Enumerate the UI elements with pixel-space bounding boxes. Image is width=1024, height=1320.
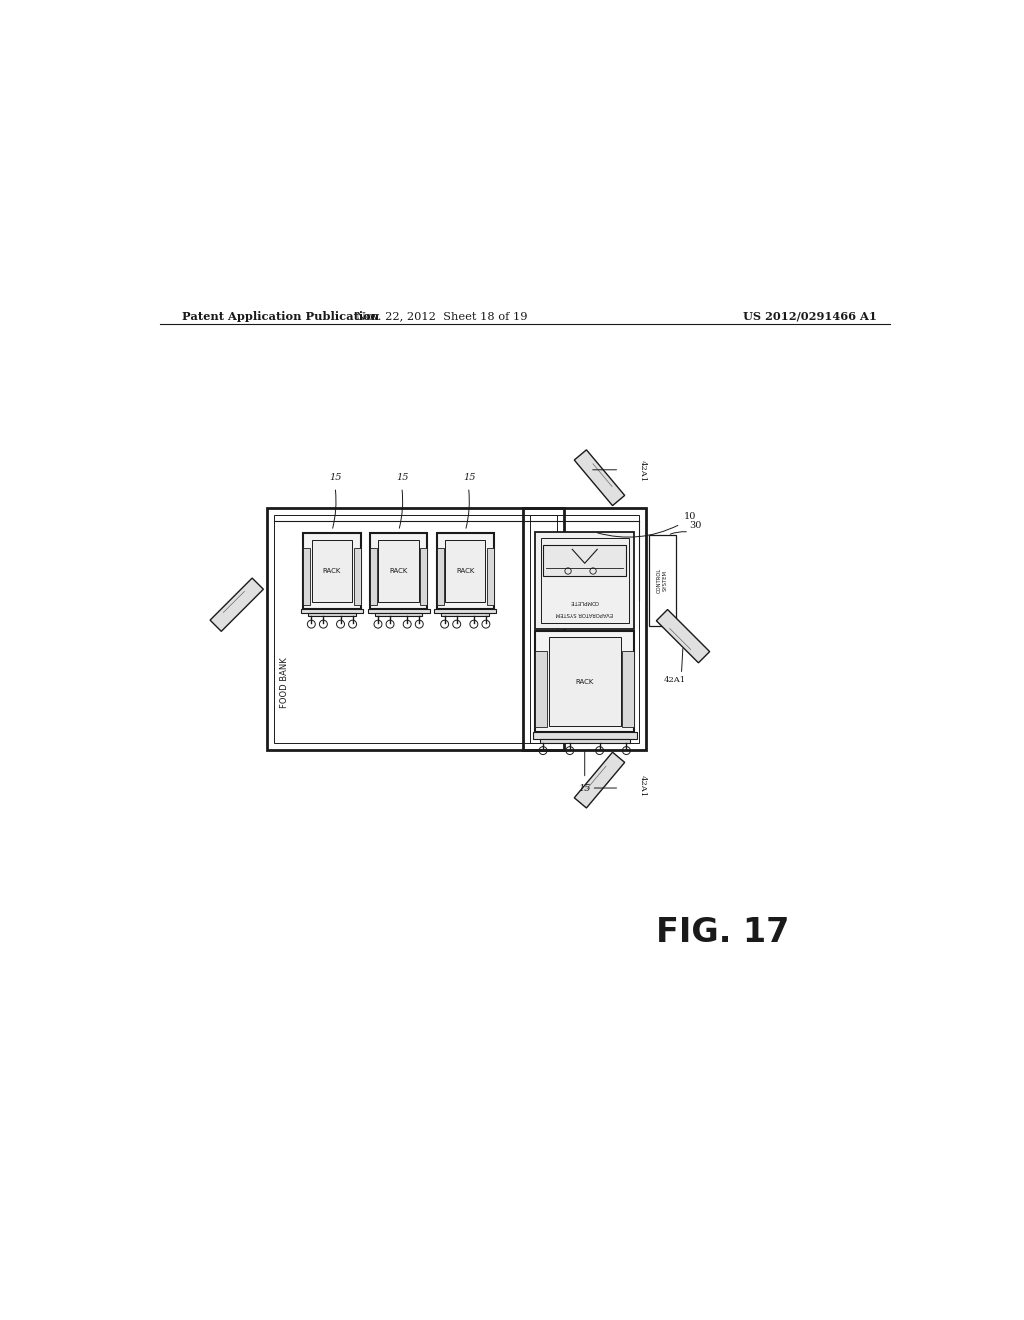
- Text: US 2012/0291466 A1: US 2012/0291466 A1: [743, 310, 877, 322]
- Bar: [445, 540, 485, 602]
- Bar: [375, 614, 423, 616]
- Bar: [267, 508, 564, 750]
- Bar: [434, 609, 497, 614]
- Text: RACK: RACK: [456, 568, 474, 574]
- Text: Patent Application Publication: Patent Application Publication: [182, 310, 379, 322]
- Bar: [532, 733, 637, 739]
- Bar: [487, 548, 494, 605]
- Bar: [420, 548, 427, 605]
- Bar: [308, 614, 355, 616]
- Text: RACK: RACK: [575, 678, 594, 685]
- Bar: [523, 508, 646, 750]
- Text: 15: 15: [330, 474, 342, 482]
- Text: EVAPORATOR SYSTEM: EVAPORATOR SYSTEM: [556, 611, 613, 616]
- Polygon shape: [574, 752, 625, 808]
- Text: RACK: RACK: [389, 568, 408, 574]
- Text: 15: 15: [463, 474, 475, 482]
- Bar: [303, 533, 360, 609]
- Polygon shape: [210, 578, 263, 631]
- Text: 42A1: 42A1: [639, 461, 647, 482]
- Bar: [543, 545, 627, 576]
- Bar: [436, 533, 494, 609]
- Bar: [274, 515, 557, 743]
- Text: 10: 10: [684, 512, 696, 520]
- Bar: [536, 651, 547, 727]
- Text: CONTROL
SYSTEM: CONTROL SYSTEM: [657, 568, 668, 593]
- Bar: [530, 515, 639, 743]
- Bar: [549, 638, 621, 726]
- Bar: [370, 533, 427, 609]
- Text: 42A1: 42A1: [639, 775, 647, 797]
- Text: Nov. 22, 2012  Sheet 18 of 19: Nov. 22, 2012 Sheet 18 of 19: [355, 312, 527, 321]
- Bar: [536, 532, 634, 628]
- Bar: [370, 548, 377, 605]
- Bar: [623, 651, 634, 727]
- Polygon shape: [574, 450, 625, 506]
- Bar: [312, 540, 352, 602]
- Text: 15: 15: [579, 784, 591, 792]
- Bar: [436, 548, 443, 605]
- Bar: [353, 548, 360, 605]
- Bar: [649, 535, 676, 626]
- Text: RACK: RACK: [323, 568, 341, 574]
- Bar: [441, 614, 489, 616]
- Bar: [540, 739, 630, 743]
- Text: FIG. 17: FIG. 17: [655, 916, 790, 949]
- Bar: [301, 609, 362, 614]
- Text: 42A1: 42A1: [664, 676, 686, 684]
- Text: 15: 15: [396, 474, 409, 482]
- Text: FOOD BANK: FOOD BANK: [280, 657, 289, 708]
- Bar: [379, 540, 419, 602]
- Bar: [303, 548, 310, 605]
- Bar: [536, 631, 634, 733]
- Polygon shape: [656, 610, 710, 663]
- Text: COMPLETE: COMPLETE: [570, 599, 599, 605]
- Bar: [541, 537, 629, 623]
- Text: 30: 30: [689, 521, 701, 531]
- Bar: [368, 609, 430, 614]
